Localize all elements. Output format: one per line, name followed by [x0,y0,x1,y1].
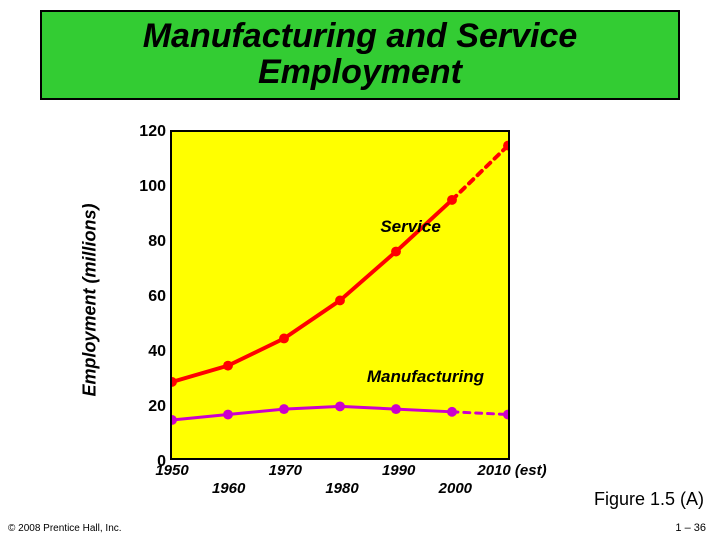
manufacturing-marker [503,410,508,420]
y-tick: 40 [148,343,166,361]
y-tick: 20 [148,398,166,416]
y-tick: 80 [148,233,166,251]
manufacturing-marker [279,404,289,414]
manufacturing-marker [335,401,345,411]
manufacturing-label: Manufacturing [367,367,484,387]
x-tick: 2010 (est) [477,462,546,479]
plot-area: Service Manufacturing 020406080100120195… [170,130,510,460]
y-tick: 60 [148,288,166,306]
service-marker [172,377,177,387]
slide-title: Manufacturing and ServiceEmployment [143,19,578,90]
manufacturing-line [172,406,452,420]
service-line-dashed [452,146,508,200]
y-tick: 120 [139,123,166,141]
service-marker [335,295,345,305]
x-tick: 2000 [439,480,472,497]
service-marker [391,247,401,257]
page-number: 1 – 36 [675,522,706,534]
x-tick: 1980 [325,480,358,497]
service-marker [279,334,289,344]
chart-svg [172,132,508,458]
slide: Manufacturing and ServiceEmployment Empl… [0,0,720,540]
manufacturing-marker [391,404,401,414]
y-axis-label: Employment (millions) [80,203,101,396]
title-box: Manufacturing and ServiceEmployment [40,10,680,100]
x-tick: 1950 [155,462,188,479]
x-tick: 1970 [269,462,302,479]
manufacturing-marker [223,410,233,420]
copyright-text: © 2008 Prentice Hall, Inc. [8,523,122,534]
manufacturing-marker [172,415,177,425]
service-marker [223,361,233,371]
x-tick: 1960 [212,480,245,497]
y-tick: 100 [139,178,166,196]
service-label: Service [380,217,441,237]
chart-area: Employment (millions) Service Manufactur… [120,110,570,490]
manufacturing-line-dashed [452,412,508,415]
manufacturing-marker [447,407,457,417]
x-tick: 1990 [382,462,415,479]
figure-label: Figure 1.5 (A) [594,489,704,510]
service-marker [447,195,457,205]
